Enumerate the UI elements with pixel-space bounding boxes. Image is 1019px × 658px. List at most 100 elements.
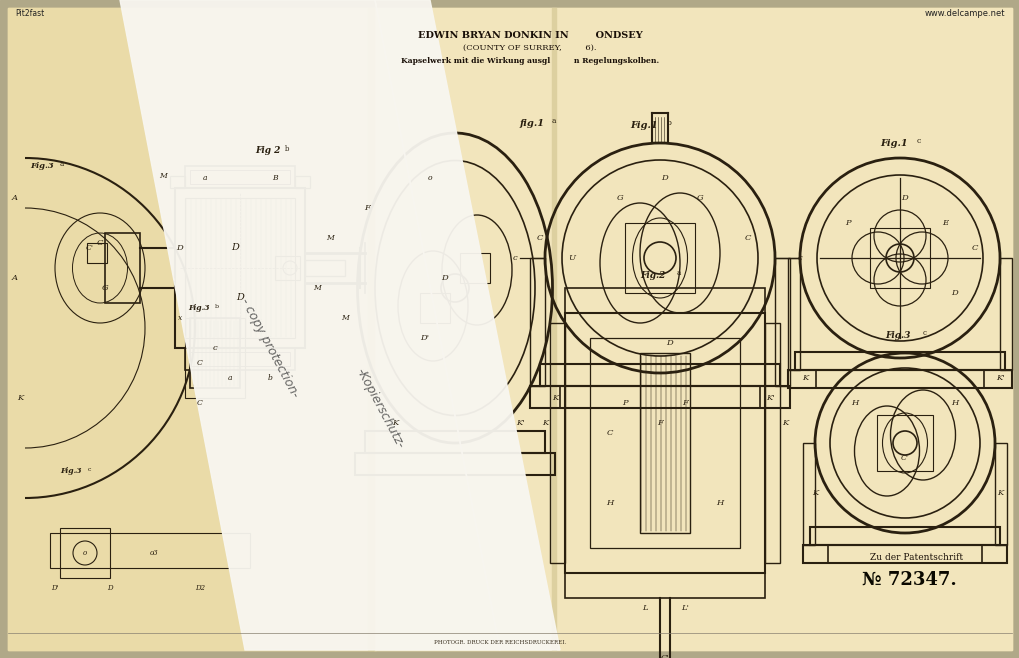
Bar [994,443,1006,545]
Text: o3: o3 [150,549,159,557]
Text: o: o [427,174,432,182]
Text: D: D [176,244,183,252]
Text: M: M [159,172,167,180]
Bar [802,545,827,563]
Bar [170,176,184,188]
Text: b: b [284,145,289,153]
Text: a: a [551,117,556,125]
Text: K: K [551,394,557,402]
Bar [764,323,780,563]
Text: D': D' [420,334,429,342]
Text: a: a [227,374,232,382]
Bar [589,338,739,548]
Bar [565,288,764,313]
Text: U: U [568,254,575,262]
Text: www.delcampe.net: www.delcampe.net [923,9,1004,18]
Text: K: K [17,394,23,402]
Text: x: x [177,314,182,322]
Bar [539,364,780,386]
Bar [802,443,814,545]
Text: D: D [661,174,667,182]
Text: c: c [212,344,217,352]
Bar [87,243,107,263]
Text: K: K [782,419,788,427]
Text: Kapselwerk mit die Wirkung ausgl         n Regelungskolben.: Kapselwerk mit die Wirkung ausgl n Regel… [400,57,658,65]
Bar [774,258,790,386]
Polygon shape [120,0,499,650]
Text: C: C [197,399,203,407]
Text: Fig.3: Fig.3 [187,304,209,312]
Text: G: G [102,284,108,292]
Bar [460,253,489,283]
Bar [869,228,929,288]
Bar [983,370,1011,388]
Text: (COUNTY OF SURREY,         6).: (COUNTY OF SURREY, 6). [463,44,596,52]
Bar [809,527,999,545]
Text: -Kopierschutz-: -Kopierschutz- [353,366,407,450]
Text: EDWIN BRYAN DONKIN IN        ONDSEY: EDWIN BRYAN DONKIN IN ONDSEY [417,32,642,41]
Text: c: c [88,467,92,472]
Text: H: H [715,499,722,507]
Text: P: P [845,219,850,227]
Text: L: L [642,604,647,612]
Text: A: A [12,194,18,202]
Text: c: c [797,254,802,262]
Bar [981,545,1006,563]
Bar [184,318,245,398]
Text: C: C [197,359,203,367]
Text: B: B [272,174,277,182]
Text: a: a [677,269,681,277]
Text: A: A [12,274,18,282]
Bar [565,313,764,573]
Bar [184,348,294,370]
Text: K: K [801,374,807,382]
Text: a: a [60,160,64,168]
Text: K: K [996,489,1002,497]
Text: Zu der Patentschrift: Zu der Patentschrift [869,553,962,563]
Bar [549,323,565,563]
Text: F: F [656,419,662,427]
Text: C: C [97,239,103,247]
Bar [802,545,1006,563]
Text: D': D' [51,584,59,592]
Text: D: D [441,274,448,282]
Text: M: M [313,284,321,292]
Text: - copy protection-: - copy protection- [238,296,302,400]
Bar [175,188,305,348]
Bar [794,352,1004,370]
Bar [759,386,790,408]
Text: b: b [666,119,672,127]
Bar [294,176,310,188]
Bar [420,293,449,323]
Bar [275,256,300,280]
Bar [530,258,544,386]
Text: D2: D2 [195,584,205,592]
Polygon shape [375,0,559,650]
Bar [184,198,294,338]
Text: PHOTOGR. DRUCK DER REICHSDRUCKEREI.: PHOTOGR. DRUCK DER REICHSDRUCKEREI. [433,640,566,645]
Text: a: a [203,174,207,182]
Text: Fig.3: Fig.3 [884,331,910,340]
Text: D: D [235,293,244,303]
Text: fig.1: fig.1 [520,119,544,128]
Bar [368,8,374,650]
Text: D: D [901,194,908,202]
Bar [788,258,799,370]
Bar [530,386,790,408]
Text: C: C [744,234,750,242]
Text: C': C' [660,654,668,658]
Text: K': K' [765,394,773,402]
Bar [184,166,294,188]
Text: F: F [364,204,370,212]
Bar [625,223,694,293]
Text: C: C [971,244,977,252]
Bar [788,370,815,388]
Text: G: G [696,194,703,202]
Text: o: o [83,549,87,557]
Text: b: b [215,304,219,309]
Bar [8,8,376,650]
Bar [190,318,239,388]
Text: C: C [536,234,543,242]
Text: K': K' [995,374,1004,382]
Text: K: K [811,489,817,497]
